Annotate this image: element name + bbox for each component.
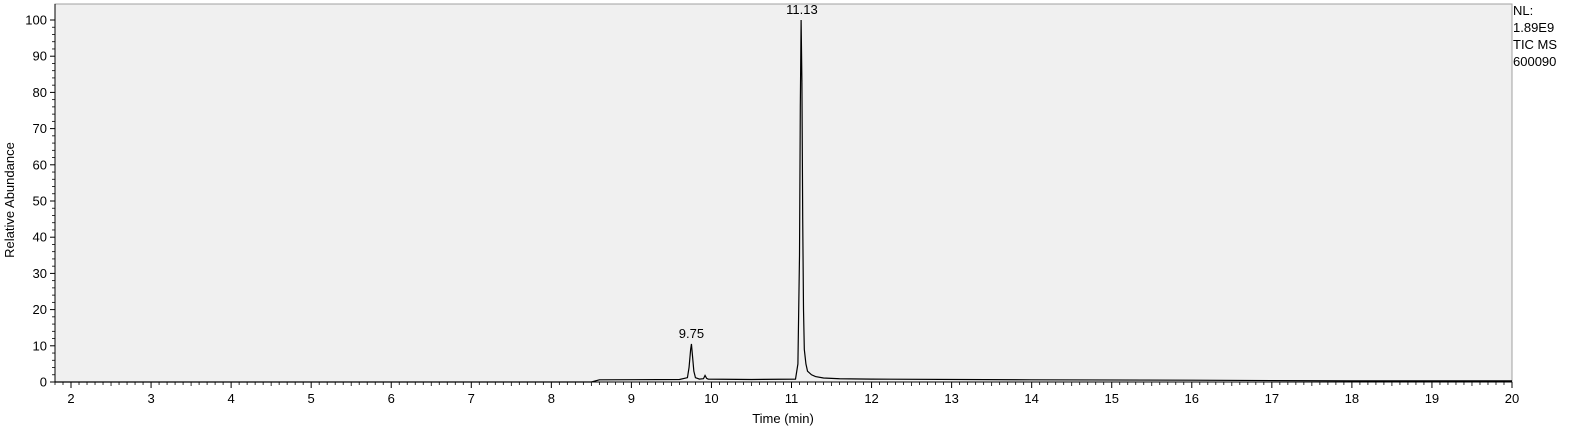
- plot-area: [54, 3, 1513, 383]
- x-tick-label: 14: [1024, 391, 1038, 406]
- peak-label: 9.75: [679, 326, 704, 341]
- y-tick-label: 70: [33, 121, 47, 136]
- nl-value: 1.89E9: [1513, 20, 1555, 35]
- y-tick-label: 90: [33, 49, 47, 64]
- x-tick-label: 9: [628, 391, 635, 406]
- y-tick-label: 80: [33, 85, 47, 100]
- sample-id: 600090: [1513, 54, 1557, 69]
- x-tick-label: 7: [468, 391, 475, 406]
- peak-labels: 9.75 11.13: [679, 2, 818, 341]
- y-tick-label: 20: [33, 302, 47, 317]
- x-tick-label: 17: [1265, 391, 1279, 406]
- x-axis: 2 3 4 5 6 7 8 9 10 11 12 13 14 15 16 17 18 19 20: [55, 381, 1519, 406]
- x-tick-label: 11: [785, 391, 799, 406]
- x-tick-label: 8: [548, 391, 555, 406]
- info-panel: NL: 1.89E9 TIC MS 600090: [1513, 2, 1557, 70]
- x-tick-label: 19: [1425, 391, 1439, 406]
- x-tick-label: 20: [1505, 391, 1519, 406]
- x-tick-label: 3: [147, 391, 154, 406]
- y-tick-label: 0: [40, 375, 47, 390]
- x-tick-label: 18: [1345, 391, 1359, 406]
- tic-trace: [55, 19, 1512, 383]
- x-tick-label: 16: [1185, 391, 1199, 406]
- x-tick-label: 12: [864, 391, 878, 406]
- y-tick-label: 100: [25, 13, 47, 28]
- x-tick-label: 5: [308, 391, 315, 406]
- x-tick-label: 2: [67, 391, 74, 406]
- x-tick-label: 13: [944, 391, 958, 406]
- y-tick-label: 50: [33, 194, 47, 209]
- x-axis-title: Time (min): [752, 411, 814, 426]
- y-tick-label: 40: [33, 230, 47, 245]
- peak-label: 11.13: [786, 2, 818, 17]
- y-axis-title: Relative Abundance: [2, 142, 17, 258]
- x-tick-label: 4: [228, 391, 235, 406]
- y-tick-label: 10: [33, 338, 47, 353]
- trace-type: TIC MS: [1513, 37, 1558, 52]
- y-tick-label: 30: [33, 266, 47, 281]
- x-tick-label: 6: [388, 391, 395, 406]
- x-tick-label: 15: [1104, 391, 1118, 406]
- x-tick-label: 10: [704, 391, 718, 406]
- nl-label: NL:: [1513, 3, 1534, 18]
- y-axis: 0 10 20 30 40 50 60 70 80 90 100: [25, 4, 56, 390]
- y-tick-label: 60: [33, 157, 47, 172]
